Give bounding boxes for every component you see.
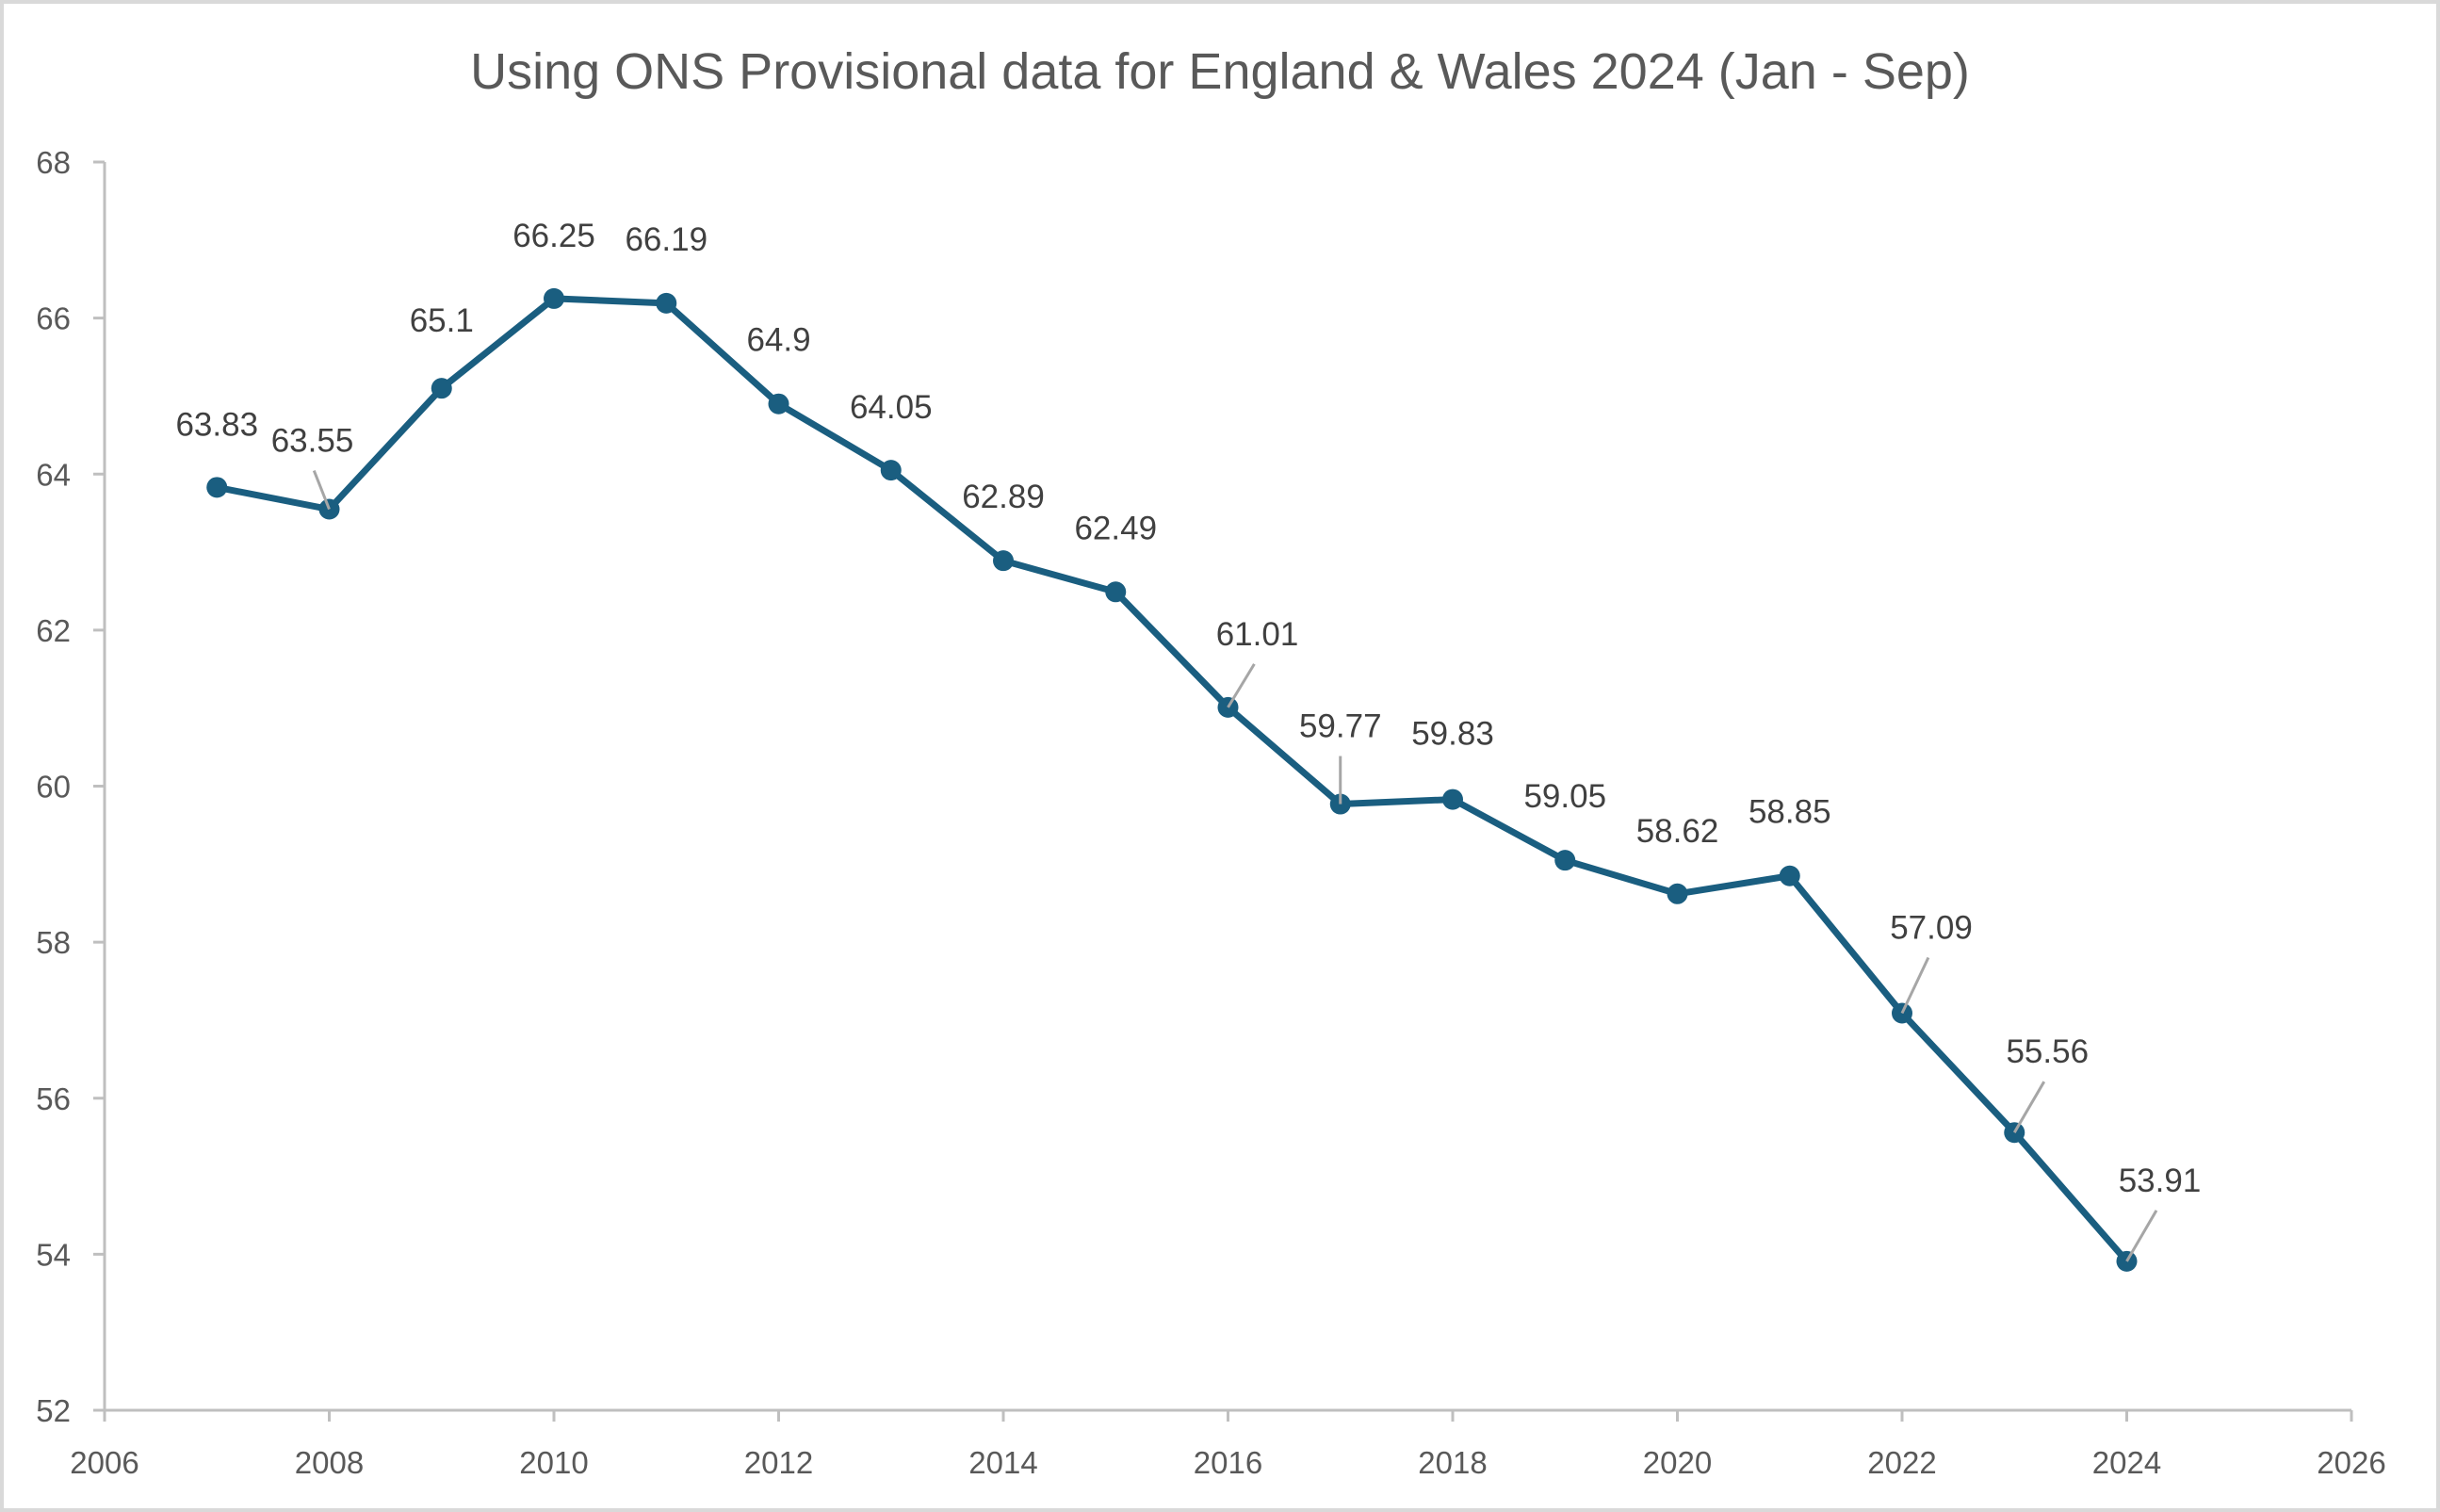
data-label: 57.09 bbox=[1890, 909, 1973, 946]
data-labels: 63.83 63.55 65.1 66.25 66.19 64.9 64.05 62.89 62… bbox=[175, 218, 2202, 1262]
y-tick-label: 64 bbox=[36, 457, 71, 492]
data-point-marker bbox=[993, 550, 1014, 572]
data-label: 62.49 bbox=[1074, 510, 1157, 546]
data-label: 63.83 bbox=[175, 406, 258, 443]
series-line bbox=[206, 287, 2138, 1272]
x-tick-label: 2012 bbox=[744, 1445, 813, 1480]
y-tick-label: 52 bbox=[36, 1393, 71, 1428]
y-tick-label: 58 bbox=[36, 925, 71, 960]
data-point-marker bbox=[768, 393, 789, 415]
data-label: 64.9 bbox=[746, 322, 810, 359]
data-label-leader-line bbox=[2012, 1081, 2046, 1133]
data-label: 66.19 bbox=[625, 221, 708, 258]
x-tick-label: 2022 bbox=[1867, 1445, 1936, 1480]
data-point-marker bbox=[880, 460, 902, 481]
chart-title: Using ONS Provisional data for England &… bbox=[470, 43, 1970, 100]
x-tick-label: 2008 bbox=[295, 1445, 364, 1480]
y-tick-label: 56 bbox=[36, 1081, 71, 1116]
x-tick-label: 2020 bbox=[1643, 1445, 1712, 1480]
data-label: 55.56 bbox=[2006, 1033, 2089, 1070]
data-label-leader-line bbox=[312, 469, 331, 511]
y-tick-label: 66 bbox=[36, 301, 71, 336]
data-label: 59.83 bbox=[1411, 716, 1494, 753]
x-tick-label: 2018 bbox=[1418, 1445, 1487, 1480]
data-point-marker bbox=[206, 477, 228, 498]
data-label: 58.62 bbox=[1636, 813, 1719, 850]
data-point-marker bbox=[1554, 850, 1576, 871]
data-label: 62.89 bbox=[962, 479, 1045, 515]
axes: 52 54 56 58 60 62 64 66 68 2006 2008 2010 2012 2014 20… bbox=[36, 145, 2385, 1480]
x-tick-label: 2016 bbox=[1194, 1445, 1262, 1480]
x-tick-label: 2006 bbox=[70, 1445, 138, 1480]
data-label-leader-line bbox=[1227, 663, 1256, 708]
series-line-path bbox=[216, 295, 2130, 1264]
x-tick-label: 2014 bbox=[968, 1445, 1037, 1480]
x-tick-label: 2010 bbox=[519, 1445, 588, 1480]
data-label: 59.77 bbox=[1299, 708, 1382, 745]
y-tick-label: 54 bbox=[36, 1237, 71, 1272]
data-label-leader-line bbox=[2125, 1210, 2158, 1262]
data-label: 58.85 bbox=[1749, 794, 1831, 831]
y-tick-label: 60 bbox=[36, 770, 71, 805]
data-point-marker bbox=[544, 287, 564, 309]
data-label-leader-line bbox=[1900, 956, 1930, 1015]
x-tick-label: 2026 bbox=[2317, 1445, 2385, 1480]
data-label: 53.91 bbox=[2119, 1162, 2202, 1199]
data-point-marker bbox=[431, 378, 452, 399]
data-label: 61.01 bbox=[1216, 616, 1299, 653]
data-label: 65.1 bbox=[410, 302, 474, 339]
data-point-marker bbox=[1105, 581, 1127, 603]
data-point-marker bbox=[656, 292, 677, 314]
data-point-marker bbox=[1779, 865, 1800, 886]
y-tick-label: 68 bbox=[36, 145, 71, 180]
data-label: 63.55 bbox=[271, 423, 354, 460]
data-point-marker bbox=[1442, 789, 1463, 810]
y-tick-label: 62 bbox=[36, 613, 71, 648]
data-point-marker bbox=[1667, 883, 1688, 904]
x-tick-label: 2024 bbox=[2092, 1445, 2161, 1480]
data-label: 66.25 bbox=[512, 218, 595, 254]
data-label: 59.05 bbox=[1523, 778, 1606, 815]
data-label: 64.05 bbox=[850, 389, 933, 426]
